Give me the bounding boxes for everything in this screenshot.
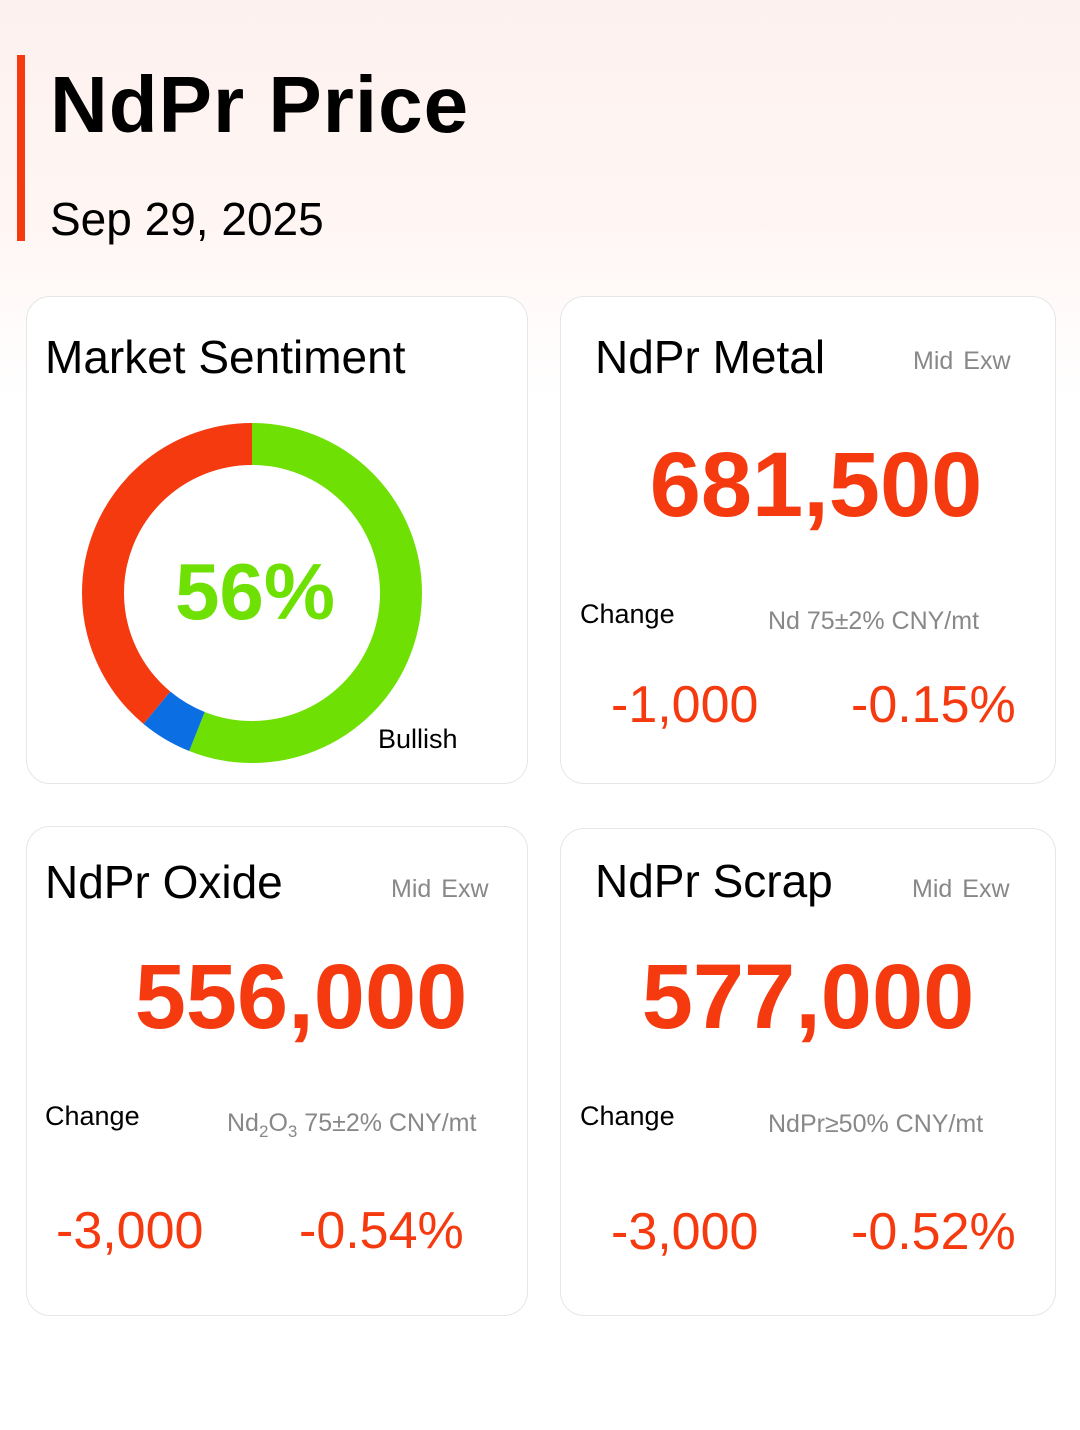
sentiment-title: Market Sentiment (45, 331, 406, 383)
ndpr-scrap-card: NdPr Scrap Mid Exw 577,000 Change NdPr≥50… (560, 828, 1056, 1316)
scrap-title: NdPr Scrap (595, 855, 833, 907)
oxide-title: NdPr Oxide (45, 856, 283, 908)
oxide-spec-sub-3: 3 (287, 1122, 298, 1141)
sentiment-label: Bullish (378, 724, 458, 754)
oxide-price-basis: Mid Exw (391, 875, 489, 904)
metal-price: 681,500 (649, 434, 983, 536)
page-header: NdPr Price Sep 29, 2025 (0, 0, 1080, 280)
oxide-change-abs: -3,000 (56, 1202, 204, 1260)
metal-change-label: Change (580, 599, 675, 629)
scrap-change-abs: -3,000 (611, 1203, 759, 1261)
oxide-spec-nd: Nd (227, 1109, 259, 1137)
metal-change-pct: -0.15% (851, 676, 1016, 734)
oxide-spec-rest: 75±2% CNY/mt (297, 1109, 477, 1137)
oxide-exw-label: Exw (441, 875, 489, 903)
oxide-price: 556,000 (134, 946, 468, 1048)
oxide-spec-o: O (268, 1109, 288, 1137)
scrap-price-basis: Mid Exw (912, 875, 1010, 904)
metal-change-abs: -1,000 (611, 676, 759, 734)
sentiment-percentage: 56% (174, 547, 336, 636)
oxide-change-label: Change (45, 1101, 140, 1131)
page-title: NdPr Price (50, 60, 470, 149)
donut-segments (82, 423, 422, 763)
ndpr-oxide-card: NdPr Oxide Mid Exw 556,000 Change Nd2O3 7… (26, 826, 528, 1316)
scrap-exw-label: Exw (962, 875, 1010, 903)
metal-mid-label: Mid (913, 347, 954, 375)
oxide-mid-label: Mid (391, 875, 432, 903)
metal-exw-label: Exw (963, 347, 1011, 375)
metal-title: NdPr Metal (595, 331, 826, 383)
sentiment-donut (82, 423, 422, 763)
scrap-spec: NdPr≥50% CNY/mt (768, 1110, 984, 1138)
scrap-change-pct: -0.52% (851, 1203, 1016, 1261)
scrap-price: 577,000 (641, 946, 975, 1048)
oxide-spec-sub-2: 2 (258, 1122, 269, 1141)
scrap-change-label: Change (580, 1101, 675, 1131)
metal-price-basis: Mid Exw (913, 347, 1011, 376)
accent-bar (17, 55, 25, 241)
page-date: Sep 29, 2025 (50, 193, 324, 245)
donut-segment-bearish (82, 423, 422, 763)
oxide-change-pct: -0.54% (299, 1202, 464, 1260)
oxide-spec: Nd2O3 75±2% CNY/mt (227, 1109, 476, 1142)
metal-spec: Nd 75±2% CNY/mt (768, 607, 980, 635)
ndpr-metal-card: NdPr Metal Mid Exw 681,500 Change Nd 75±2… (560, 296, 1056, 784)
scrap-mid-label: Mid (912, 875, 953, 903)
